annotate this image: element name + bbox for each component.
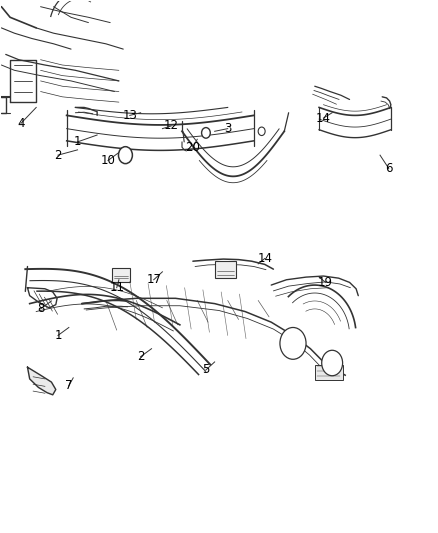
Text: 14: 14 bbox=[257, 252, 272, 265]
Circle shape bbox=[258, 127, 265, 135]
Text: 7: 7 bbox=[65, 379, 73, 392]
Text: 6: 6 bbox=[385, 162, 392, 175]
FancyBboxPatch shape bbox=[113, 268, 130, 282]
Text: 3: 3 bbox=[224, 122, 231, 135]
Circle shape bbox=[280, 327, 306, 359]
Circle shape bbox=[118, 147, 132, 164]
Text: 11: 11 bbox=[109, 281, 124, 294]
Polygon shape bbox=[28, 367, 56, 395]
Text: 2: 2 bbox=[137, 350, 145, 363]
Text: 10: 10 bbox=[101, 154, 116, 167]
Circle shape bbox=[322, 350, 343, 376]
Text: 20: 20 bbox=[185, 141, 200, 154]
Bar bbox=[315, 365, 343, 381]
Text: 17: 17 bbox=[146, 273, 161, 286]
Text: 14: 14 bbox=[316, 111, 331, 125]
Text: 8: 8 bbox=[37, 302, 44, 316]
Text: 1: 1 bbox=[54, 329, 62, 342]
Text: 4: 4 bbox=[17, 117, 25, 130]
FancyBboxPatch shape bbox=[215, 261, 237, 278]
Text: 2: 2 bbox=[54, 149, 62, 161]
Circle shape bbox=[201, 127, 210, 138]
Text: 5: 5 bbox=[202, 364, 210, 376]
Text: 19: 19 bbox=[318, 276, 333, 289]
Text: 1: 1 bbox=[74, 135, 81, 148]
Text: 12: 12 bbox=[164, 119, 179, 133]
Text: 13: 13 bbox=[122, 109, 137, 122]
